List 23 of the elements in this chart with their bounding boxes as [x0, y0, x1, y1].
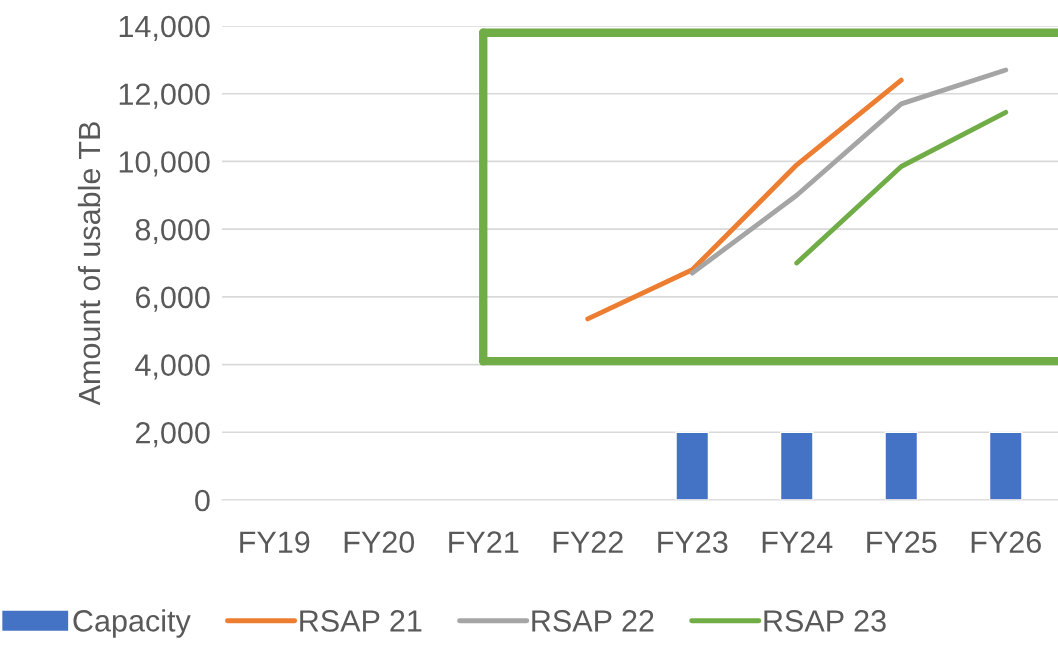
x-tick-label: FY20	[344, 531, 415, 553]
y-tick-label: 14,000	[119, 15, 210, 41]
y-tick-label: 12,000	[119, 83, 210, 109]
y-tick-label: 2,000	[135, 422, 210, 448]
x-tick-label: FY24	[762, 531, 833, 553]
legend-label: RSAP 23	[764, 610, 886, 632]
x-tick-label: FY21	[449, 531, 519, 553]
legend-label: RSAP 21	[300, 610, 422, 632]
y-axis-title: Amount of usable TB	[77, 122, 101, 406]
y-tick-label: 4,000	[135, 354, 210, 380]
y-tick-label: 6,000	[135, 286, 210, 312]
y-tick-label: 10,000	[119, 151, 210, 177]
x-tick-label: FY19	[240, 531, 310, 553]
legend-label: Capacity	[73, 609, 191, 638]
x-tick-label: FY23	[658, 531, 728, 553]
line-series	[585, 77, 904, 322]
x-tick-label: FY25	[867, 531, 937, 553]
legend-label: RSAP 22	[532, 610, 654, 632]
x-tick-label: FY22	[553, 531, 623, 553]
x-tick-label: FY26	[971, 531, 1041, 553]
y-tick-label: 8,000	[135, 218, 210, 245]
line-series	[689, 67, 1009, 276]
y-tick-label: 0	[195, 489, 210, 512]
